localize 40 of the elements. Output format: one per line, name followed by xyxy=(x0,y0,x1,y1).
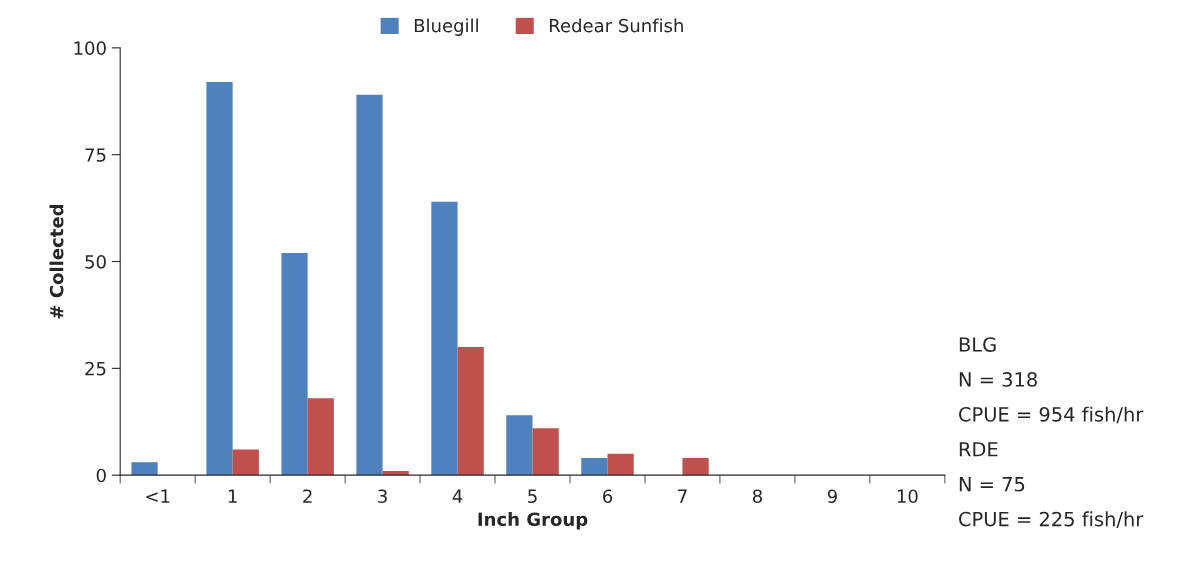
text: CPUE = 954 fish/hr xyxy=(959,406,1144,424)
text: CPUE = 225 fish/hr xyxy=(959,511,1144,528)
text: BLG xyxy=(959,337,996,352)
bar xyxy=(131,462,158,476)
x-tick-label: 4 xyxy=(452,489,463,503)
bar xyxy=(457,346,484,476)
legend-label: Redear Sunfish xyxy=(549,18,683,33)
x-tick-label: 5 xyxy=(528,489,537,504)
x-tick-label: 6 xyxy=(603,489,613,504)
bar xyxy=(532,428,559,476)
bar xyxy=(506,415,533,476)
x-tick-label: 7 xyxy=(678,489,687,503)
x-tick-label: 9 xyxy=(827,489,837,504)
bar xyxy=(581,458,608,476)
x-tick-label: 8 xyxy=(752,489,762,504)
text: RDE xyxy=(959,442,998,457)
bar xyxy=(382,470,409,476)
y-tick-label: 50 xyxy=(85,254,106,269)
x-tick-label: 3 xyxy=(378,489,387,504)
y-tick-label: 75 xyxy=(85,148,106,162)
bar xyxy=(356,94,383,476)
y-tick-label: 0 xyxy=(96,468,106,483)
bar xyxy=(431,201,458,476)
y-tick-label: 25 xyxy=(85,361,106,376)
y-tick-label: 100 xyxy=(74,41,106,55)
x-tick-label: 1 xyxy=(228,489,237,503)
bar xyxy=(307,398,334,476)
x-tick-label: 2 xyxy=(303,489,312,503)
text: N = 318 xyxy=(959,372,1037,387)
bar xyxy=(206,82,233,476)
bar xyxy=(682,458,709,476)
bar xyxy=(232,449,259,476)
bar xyxy=(281,252,308,476)
legend-label: Bluegill xyxy=(414,18,478,36)
text: N = 75 xyxy=(959,477,1025,492)
x-tick-label: 10 xyxy=(897,489,918,504)
y-axis-title: # Collected xyxy=(49,204,64,319)
x-axis-title: Inch Group xyxy=(478,512,588,530)
bar xyxy=(607,453,634,476)
x-tick-label: <1 xyxy=(146,489,170,503)
